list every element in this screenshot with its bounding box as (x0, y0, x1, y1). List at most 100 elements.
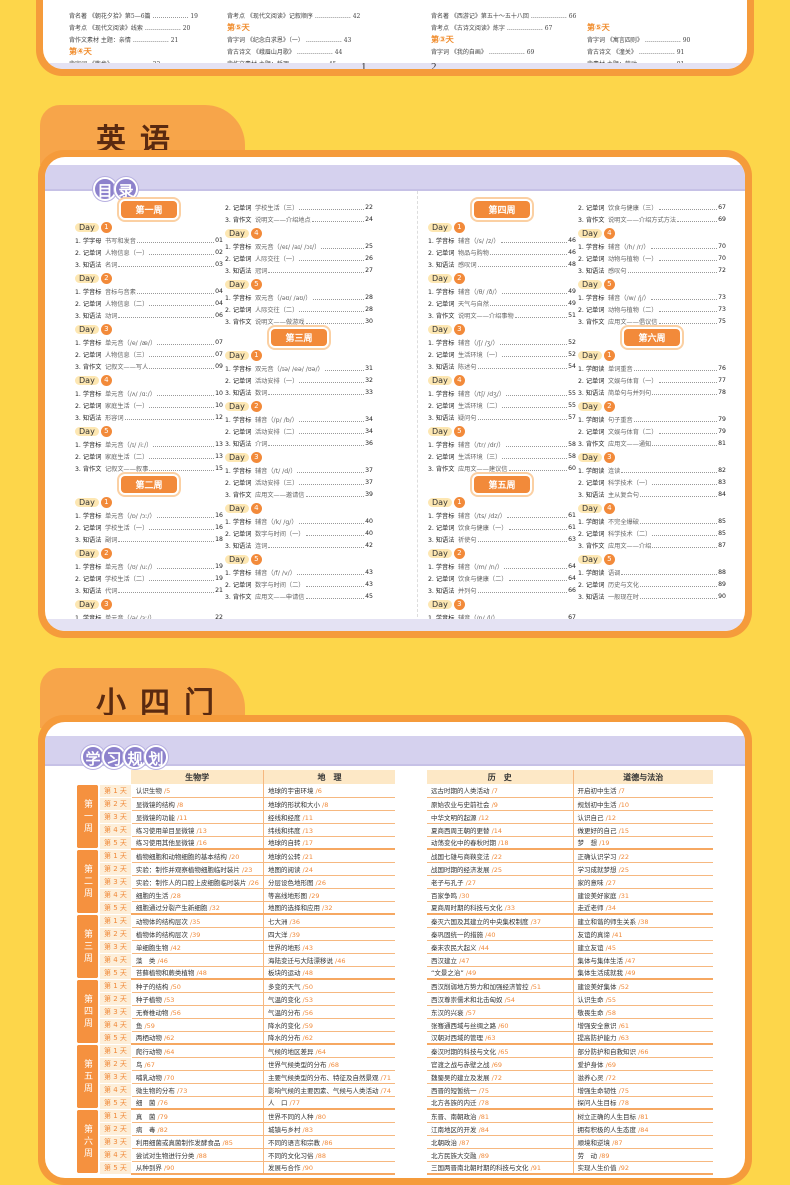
history-cell-title: 汉朝对西域的管理 (431, 1034, 483, 1043)
dot-leader (502, 403, 568, 408)
dot-leader (149, 250, 215, 255)
geography-cell-page: /43 (300, 943, 313, 952)
day-label: Day (428, 222, 452, 232)
toc-entry: 1. 学音标 辅音（/ts/ /dz/） 61 (428, 509, 576, 521)
plan-row: 第 3 天单细胞生物 /42 世界的地形 /43 (76, 939, 395, 954)
day-label: 第 2 天 (98, 991, 132, 1006)
biology-cell: 种子的结构 /50 (131, 979, 264, 993)
morality-cell-page: /81 (636, 1112, 649, 1121)
entry-category: 2. 记单词 (428, 351, 455, 359)
day-label: 第 5 天 (98, 835, 132, 850)
entry-category: 3. 知语法 (75, 312, 102, 320)
history-cell: 秦灭六国及其建立的中央集权制度 /37 (427, 914, 573, 928)
geography-cell: 等高线地形图 /29 (262, 888, 395, 902)
plan-row: 战国七雄与商鞅变法 /22 正确认识学习 /22 (427, 849, 713, 863)
dot-leader (650, 295, 718, 300)
day-label: 第 2 天 (98, 1121, 132, 1136)
dot-leader (299, 307, 365, 312)
dot-leader (489, 301, 568, 306)
biology-cell-page: /5 (161, 787, 171, 796)
entry-category: 3. 知语法 (428, 414, 455, 422)
dot-leader (639, 519, 718, 524)
plan-row: 秦末农民大起义 /44 建立友谊 /45 (427, 940, 713, 954)
biology-cell-page: /67 (142, 1060, 155, 1069)
toc-entry: 1. 学朗读 连读 82 (578, 464, 726, 476)
toc-entry: 2. 记单词 人际交往（二） 28 (225, 303, 373, 315)
morality-cell-title: 开启初中生活 (577, 787, 617, 796)
toc-entry: 3. 知语法 形容词 12 (75, 411, 223, 423)
entry-category: 1. 学音标 (75, 563, 102, 571)
entry-page: 46 (568, 248, 576, 256)
history-cell-page: /89 (476, 1151, 490, 1160)
biology-cell-page: /62 (161, 1034, 175, 1043)
morality-cell: 规划初中生活 /10 (572, 797, 713, 811)
entry-page: 03 (215, 260, 223, 268)
entry-category: 2. 记单词 (578, 306, 605, 314)
biology-cell-title: 显微镜的结构 (135, 800, 175, 809)
entry-title: 辅音（/h/ /r/） (608, 243, 650, 251)
toc-entry: 1. 学音标 辅音（/θ/ /ð/） 49 (428, 285, 576, 297)
entry-category: 1. 学音标 (75, 339, 102, 347)
morality-cell-title: 走近老师 (577, 904, 604, 913)
toc-entry: 3. 背作文 说明文——介绍地点 24 (225, 213, 373, 225)
entry-title: 学校生活（一） (105, 524, 149, 532)
week-label: 第六周 (75, 1108, 100, 1175)
day-heading: Day 5 (428, 424, 576, 438)
geography-cell: 地球的宇宙环境 /6 (262, 784, 395, 798)
history-cell-page: /69 (489, 1060, 503, 1069)
entry-page: 46 (568, 236, 576, 244)
history-cell: 远古时期的人类活动 /7 (427, 784, 573, 798)
plan-row: 第 2 天显微镜的结构 /8 地球的形状和大小 /8 (76, 796, 395, 811)
entry-category: 2. 记单词 (75, 524, 102, 532)
morality-cell: 敬畏生命 /58 (572, 1005, 713, 1019)
entry-category: 2. 记单词 (428, 453, 455, 461)
geography-cell: 不同的文化习俗 /88 (262, 1148, 395, 1162)
day-label: Day (428, 273, 452, 283)
toc-entry: 3. 背作文 记叙文——叙事 15 (75, 462, 223, 474)
toc-entry: 背字词 《纪念白求恩》（一） ……………… 43 (227, 37, 352, 44)
plan-row: 第六周第 1 天真 菌 /79 世界不同的人种 /80 (75, 1108, 395, 1175)
biology-cell-page: /26 (246, 878, 259, 887)
entry-title: 并列句 (458, 587, 477, 595)
entry-title: 感叹句 (608, 267, 627, 275)
entry-page: 85 (718, 529, 726, 537)
day-label: Day (225, 503, 249, 513)
chinese-toc-page: 背名著 《朝花夕拾》第5—6篇 ……………… 19 背考点 《现代文阅读》线索 …… (43, 0, 747, 69)
day-heading: Day 1 (428, 220, 576, 234)
geography-cell-title: 地图的阅读 (267, 865, 301, 874)
biology-cell-title: 细胞通过分裂产生新细胞 (135, 904, 208, 913)
morality-cell: 拥有积极的人生态度 /84 (572, 1122, 713, 1136)
day-label: Day (225, 452, 249, 462)
biology-cell-title: 细胞的生活 (135, 891, 169, 900)
entry-page: 01 (215, 236, 223, 244)
day-heading: Day 5 (225, 552, 373, 566)
entry-page: 16 (215, 523, 223, 531)
entry-category: 2. 记单词 (428, 300, 455, 308)
entry-category: 2. 记单词 (225, 530, 252, 538)
biology-cell-page: /53 (161, 995, 175, 1004)
entry-category: 2. 记单词 (225, 479, 252, 487)
day-label: Day (428, 426, 452, 436)
dot-leader (658, 378, 718, 383)
geography-cell-page: /64 (313, 1047, 326, 1056)
biology-cell: 植物体的结构层次 /39 (131, 927, 264, 941)
entry-category: 1. 学音标 (225, 365, 252, 373)
toc-entry: 2. 记单词 生活环境（一） 52 (428, 348, 576, 360)
week-label: 第四周 (75, 978, 100, 1045)
entry-title: 单元音（/ʌ/ /ɑː/） (105, 390, 156, 398)
week-label: 第六周 (624, 328, 680, 346)
entry-title: 记叙文——叙事 (105, 465, 149, 473)
day-heading: Day 2 (578, 399, 726, 413)
day-label: 第 1 天 (98, 1108, 132, 1123)
day-label: Day (578, 401, 602, 411)
entry-page: 81 (718, 439, 726, 447)
entry-title: 辅音（/t/ /d/） (255, 467, 297, 475)
day-label: 第 1 天 (98, 913, 132, 928)
morality-cell-title: 规划初中生活 (577, 800, 617, 809)
morality-cell: 建立和谐的师生关系 /38 (572, 914, 713, 928)
history-cell-title: 北朝政治 (431, 1138, 457, 1147)
morality-cell-page: /7 (616, 787, 625, 796)
biology-cell: 显微镜的功能 /11 (131, 810, 264, 824)
dot-leader (502, 352, 568, 357)
biology-cell: 种子植物 /53 (131, 992, 264, 1006)
